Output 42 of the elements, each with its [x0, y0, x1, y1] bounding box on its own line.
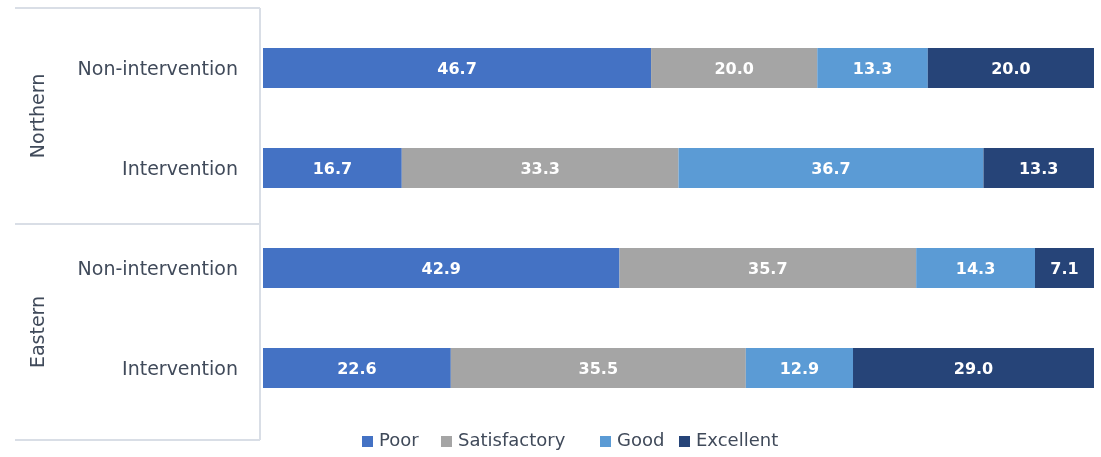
bar	[263, 348, 451, 388]
legend-label: Poor	[379, 429, 420, 450]
bar	[853, 348, 1094, 388]
y-tick-label: Non-intervention	[77, 56, 238, 79]
legend-label: Satisfactory	[458, 429, 566, 450]
data-label: 7.1	[1050, 258, 1079, 278]
data-label: 16.7	[312, 158, 353, 178]
text: Northern	[26, 73, 48, 159]
bar	[916, 248, 1035, 288]
data-label: 22.6	[337, 358, 377, 378]
data-label: 20.0	[991, 58, 1031, 78]
data-label: 36.7	[811, 158, 851, 178]
bar	[1035, 248, 1094, 288]
bar	[927, 48, 1094, 88]
y-tick-label: Intervention	[122, 156, 238, 179]
bar	[401, 148, 679, 188]
bar	[983, 148, 1094, 188]
data-label: 13.3	[1019, 158, 1059, 178]
data-label: 46.7	[437, 58, 477, 78]
data-label: 35.5	[578, 358, 619, 378]
data-label: 29.0	[953, 358, 994, 378]
bar	[450, 348, 746, 388]
bar	[817, 48, 928, 88]
bar	[263, 248, 620, 288]
data-label: 42.9	[421, 258, 461, 278]
bar	[745, 348, 854, 388]
legend-label: Excellent	[696, 429, 779, 450]
data-label: 12.9	[779, 358, 820, 378]
data-label: 35.7	[748, 258, 788, 278]
y-tick-label: Non-intervention	[77, 256, 238, 279]
bar	[263, 48, 652, 88]
bar	[263, 148, 402, 188]
legend-label: Good	[617, 429, 665, 450]
text: Eastern	[26, 295, 48, 369]
bar	[619, 248, 917, 288]
data-label: 33.3	[520, 158, 560, 178]
data-label: 20.0	[714, 58, 754, 78]
bar	[651, 48, 818, 88]
y-tick-label: Intervention	[122, 356, 238, 379]
data-label: 13.3	[852, 58, 893, 78]
bar	[678, 148, 984, 188]
data-label: 14.3	[955, 258, 996, 278]
